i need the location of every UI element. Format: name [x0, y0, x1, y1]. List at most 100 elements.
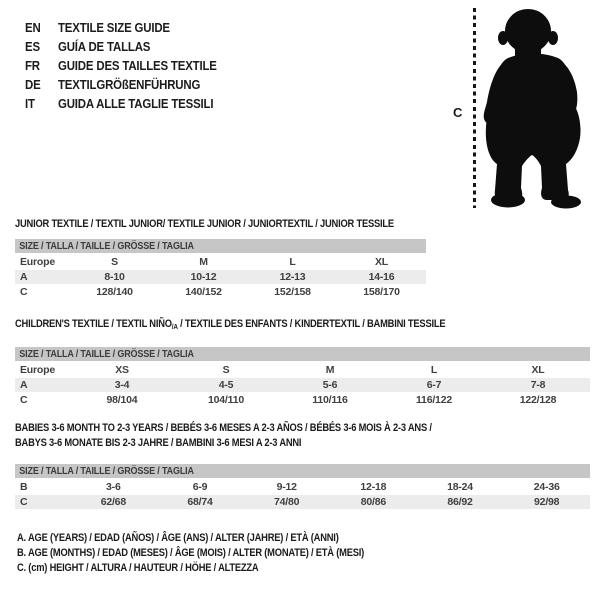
row-label: C — [20, 496, 28, 508]
language-row: EN TEXTILE SIZE GUIDE — [25, 18, 238, 37]
height-dashed-line — [473, 8, 476, 208]
babies-title-line1: BABIES 3-6 MONTH TO 2-3 YEARS / BEBÉS 3-… — [15, 422, 432, 434]
table-cell: 62/68 — [100, 496, 126, 508]
language-title: GUÍA DE TALLAS — [58, 39, 151, 54]
language-code: FR — [25, 58, 40, 73]
language-code: EN — [25, 20, 41, 35]
table-cell: S — [222, 364, 230, 376]
children-title-subscript: /A — [171, 322, 178, 331]
table-cell: 6-7 — [426, 379, 442, 391]
table-cell: XL — [374, 256, 389, 268]
babies-textile-section: BABIES 3-6 MONTH TO 2-3 YEARS / BEBÉS 3-… — [15, 421, 590, 509]
table-row: A 3-4 4-5 5-6 6-7 7-8 — [15, 378, 590, 392]
table-cell: 128/140 — [96, 286, 133, 298]
table-cell: XS — [115, 364, 129, 376]
junior-size-table: SIZE / TALLA / TAILLE / GRÖSSE / TAGLIA E… — [15, 239, 426, 299]
size-header-label: SIZE / TALLA / TAILLE / GRÖSSE / TAGLIA — [19, 465, 194, 477]
row-label: C — [20, 394, 28, 406]
table-cell: 12-18 — [360, 481, 387, 493]
language-title: TEXTILE SIZE GUIDE — [58, 20, 170, 35]
footnote-line: B. AGE (MONTHS) / EDAD (MESES) / ÂGE (MO… — [17, 547, 365, 560]
language-row: ES GUÍA DE TALLAS — [25, 37, 238, 56]
language-row: FR GUIDE DES TAILLES TEXTILE — [25, 56, 238, 75]
table-row: C 62/68 68/74 74/80 80/86 86/92 92/98 — [15, 495, 590, 509]
size-header-bar: SIZE / TALLA / TAILLE / GRÖSSE / TAGLIA — [15, 347, 590, 361]
footnote-line: A. AGE (YEARS) / EDAD (AÑOS) / ÂGE (ANS)… — [17, 532, 339, 544]
table-row: B 3-6 6-9 9-12 12-18 18-24 24-36 — [15, 480, 590, 494]
babies-size-table: SIZE / TALLA / TAILLE / GRÖSSE / TAGLIA B… — [15, 464, 590, 509]
table-cell: 122/128 — [519, 394, 557, 406]
row-label: C — [20, 286, 28, 298]
table-cell: 110/116 — [312, 394, 348, 406]
table-cell: 158/170 — [363, 286, 400, 298]
babies-title-line2: BABYS 3-6 MONATE BIS 2-3 JAHRE / BAMBINI… — [15, 437, 302, 449]
table-cell: 104/110 — [208, 394, 244, 406]
table-cell: XL — [531, 364, 545, 376]
language-title: GUIDE DES TAILLES TEXTILE — [58, 58, 217, 73]
table-cell: 7-8 — [530, 379, 546, 391]
children-size-table: SIZE / TALLA / TAILLE / GRÖSSE / TAGLIA E… — [15, 347, 590, 407]
table-cell: 24-36 — [533, 481, 560, 493]
size-header-label: SIZE / TALLA / TAILLE / GRÖSSE / TAGLIA — [19, 240, 194, 252]
table-cell: 80/86 — [360, 496, 386, 508]
footnote-line: C. (cm) HEIGHT / ALTURA / HAUTEUR / HÖHE… — [17, 562, 259, 575]
language-row: DE TEXTILGRÖßENFÜHRUNG — [25, 75, 238, 94]
row-label: A — [20, 379, 28, 391]
table-cell: S — [111, 256, 118, 268]
table-cell: 3-4 — [114, 379, 130, 391]
language-title: TEXTILGRÖßENFÜHRUNG — [58, 77, 201, 92]
table-cell: 4-5 — [218, 379, 234, 391]
height-measure-figure: C — [452, 8, 600, 212]
children-section-title: CHILDREN'S TEXTILE / TEXTIL NIÑO/A / TEX… — [15, 318, 504, 333]
row-label: Europe — [20, 256, 55, 268]
size-header-label: SIZE / TALLA / TAILLE / GRÖSSE / TAGLIA — [19, 348, 194, 360]
table-cell: 18-24 — [447, 481, 473, 493]
row-label: B — [20, 481, 28, 493]
language-row: IT GUIDA ALLE TAGLIE TESSILI — [25, 94, 238, 113]
row-label: Europe — [20, 364, 55, 376]
table-cell: 98/104 — [106, 394, 138, 406]
row-label: A — [20, 271, 28, 283]
table-cell: 68/74 — [187, 496, 213, 508]
table-cell: 86/92 — [447, 496, 473, 508]
table-cell: 140/152 — [185, 286, 222, 298]
table-cell: 152/158 — [274, 286, 311, 298]
table-cell: 92/98 — [534, 496, 560, 508]
junior-textile-section: JUNIOR TEXTILE / TEXTIL JUNIOR/ TEXTILE … — [15, 218, 426, 299]
table-cell: M — [199, 256, 208, 268]
language-code: DE — [25, 77, 41, 92]
table-cell: 12-13 — [279, 271, 306, 283]
table-cell: 14-16 — [368, 271, 395, 283]
height-measure-label: C — [453, 105, 463, 120]
table-cell: L — [430, 364, 438, 376]
language-code: IT — [25, 96, 35, 111]
table-cell: 5-6 — [322, 379, 338, 391]
toddler-silhouette-icon — [483, 9, 581, 209]
table-row: Europe XS S M L XL — [15, 363, 590, 377]
language-title: GUIDA ALLE TAGLIE TESSILI — [58, 96, 214, 111]
language-header: EN TEXTILE SIZE GUIDE ES GUÍA DE TALLAS FR GU… — [25, 18, 238, 113]
table-row: C 98/104 104/110 110/116 116/122 122/128 — [15, 393, 590, 407]
children-title-text: CHILDREN'S TEXTILE / TEXTIL NIÑO — [15, 318, 172, 330]
table-row: Europe S M L XL — [15, 255, 426, 269]
table-cell: 3-6 — [106, 481, 121, 493]
table-cell: 116/122 — [416, 394, 452, 406]
footnotes: A. AGE (YEARS) / EDAD (AÑOS) / ÂGE (ANS)… — [17, 531, 425, 577]
language-code: ES — [25, 39, 40, 54]
table-row: A 8-10 10-12 12-13 14-16 — [15, 270, 426, 284]
table-cell: 8-10 — [104, 271, 125, 283]
junior-section-title: JUNIOR TEXTILE / TEXTIL JUNIOR/ TEXTILE … — [15, 218, 394, 230]
size-header-bar: SIZE / TALLA / TAILLE / GRÖSSE / TAGLIA — [15, 239, 426, 253]
babies-section-title: BABIES 3-6 MONTH TO 2-3 YEARS / BEBÉS 3-… — [15, 421, 504, 451]
size-header-bar: SIZE / TALLA / TAILLE / GRÖSSE / TAGLIA — [15, 464, 590, 478]
table-cell: M — [325, 364, 335, 376]
table-cell: L — [289, 256, 296, 268]
children-title-text-rest: / TEXTILE DES ENFANTS / KINDERTEXTIL / B… — [177, 318, 446, 330]
table-cell: 9-12 — [276, 481, 297, 493]
table-cell: 74/80 — [274, 496, 300, 508]
children-textile-section: CHILDREN'S TEXTILE / TEXTIL NIÑO/A / TEX… — [15, 318, 590, 407]
table-cell: 6-9 — [192, 481, 208, 493]
table-row: C 128/140 140/152 152/158 158/170 — [15, 285, 426, 299]
table-cell: 10-12 — [190, 271, 217, 283]
